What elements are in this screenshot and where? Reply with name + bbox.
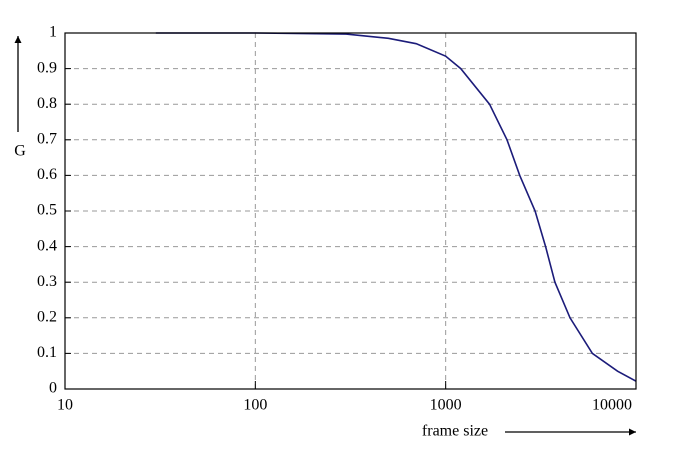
y-tick-label: 0.7 [37, 130, 57, 147]
y-tick-label: 1 [49, 24, 57, 41]
x-axis-label: frame size [422, 423, 488, 440]
y-tick-label: 0.9 [37, 59, 57, 76]
y-tick-label: 0.4 [37, 237, 57, 254]
y-tick-label: 0.8 [37, 95, 57, 112]
y-tick-label: 0.2 [37, 308, 57, 325]
y-tick-label: 0 [49, 380, 57, 397]
plot-frame [64, 32, 637, 390]
x-tick-label: 1000 [430, 397, 462, 414]
y-tick-label: 0.6 [37, 166, 57, 183]
y-axis-label: G [14, 143, 26, 160]
x-tick-label: 10000 [592, 397, 632, 414]
y-tick-label: 0.5 [37, 202, 57, 219]
line-series [155, 32, 637, 382]
x-tick-label: 100 [243, 397, 267, 414]
y-tick-label: 0.3 [37, 273, 57, 290]
y-tick-label: 0.1 [37, 344, 57, 361]
x-tick-label: 10 [57, 397, 73, 414]
plot: 0 0.1 0.2 0.3 0.4 0.5 0.6 0.7 0.8 0.9 1 10 100 1000 10… [37, 24, 637, 414]
